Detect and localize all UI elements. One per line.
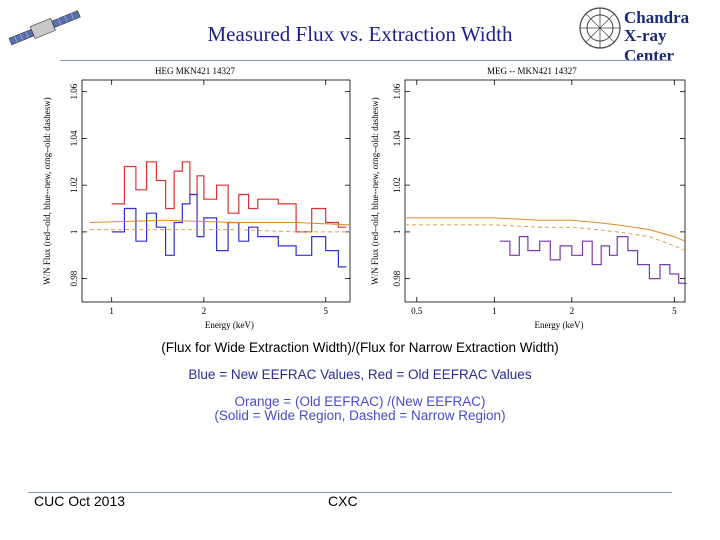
series-line (90, 229, 350, 233)
y-tick-label: 1.06 (392, 83, 402, 99)
caption-line-4: (Solid = Wide Region, Dashed = Narrow Re… (214, 408, 506, 423)
footer-org: CXC (328, 493, 358, 509)
y-axis-label: W/N Flux (red--old, blue--new, orng--old… (370, 97, 380, 285)
series-line (90, 219, 351, 226)
x-tick-label: 0.5 (411, 306, 423, 316)
y-tick-label: 1 (392, 230, 402, 235)
x-tick-label: 1 (492, 306, 497, 316)
chandra-satellite-icon (8, 10, 81, 46)
series-line (499, 236, 687, 284)
caption-line-3: Orange = (Old EEFRAC) /(New EEFRAC) (234, 394, 486, 409)
y-tick-label: 0.98 (392, 270, 402, 286)
x-axis-label: Energy (keV) (205, 320, 254, 330)
caption-line-2: Blue = New EEFRAC Values, Red = Old EEFR… (188, 367, 532, 382)
plot-frame (404, 79, 686, 303)
charts-area: HEG MKN421 14327 1 2 5 0.98 1 1.02 1.04 1.06 Ener… (42, 66, 687, 330)
y-tick-label: 1.02 (392, 177, 402, 193)
chandra-emblem-icon (579, 7, 621, 49)
y-tick-label: 1.02 (69, 177, 79, 193)
chart-title: MEG -- MKN421 14327 (487, 66, 577, 76)
slide-title: Measured Flux vs. Extraction Width (207, 22, 513, 46)
chandra-logo (579, 7, 621, 49)
y-axis-label: W/N Flux (red--old, blue--new, orng--old… (42, 97, 52, 285)
header-divider (60, 60, 672, 61)
footer-divider (28, 492, 672, 493)
series-line (111, 161, 347, 233)
x-tick-label: 1 (109, 306, 114, 316)
x-axis-label: Energy (keV) (534, 320, 583, 330)
logo-line-1: Chandra (624, 8, 690, 27)
y-tick-label: 0.98 (69, 270, 79, 286)
y-tick-label: 1.04 (392, 130, 402, 146)
caption-line-1: (Flux for Wide Extraction Width)/(Flux f… (161, 340, 559, 355)
chart-title: HEG MKN421 14327 (155, 66, 235, 76)
x-tick-label: 2 (570, 306, 575, 316)
series-line (111, 193, 347, 268)
plot-frame (81, 79, 351, 303)
meg-chart: MEG -- MKN421 14327 0.5 1 2 5 0.98 1 1.02 1.04 1.… (370, 66, 687, 330)
y-tick-label: 1 (69, 230, 79, 235)
heg-chart: HEG MKN421 14327 1 2 5 0.98 1 1.02 1.04 1.06 Ener… (42, 66, 351, 330)
x-tick-label: 2 (202, 306, 207, 316)
y-tick-label: 1.04 (69, 130, 79, 146)
y-tick-label: 1.06 (69, 83, 79, 99)
footer-date: CUC Oct 2013 (34, 493, 126, 509)
x-tick-label: 5 (323, 306, 328, 316)
series-line (405, 217, 686, 242)
x-tick-label: 5 (672, 306, 677, 316)
